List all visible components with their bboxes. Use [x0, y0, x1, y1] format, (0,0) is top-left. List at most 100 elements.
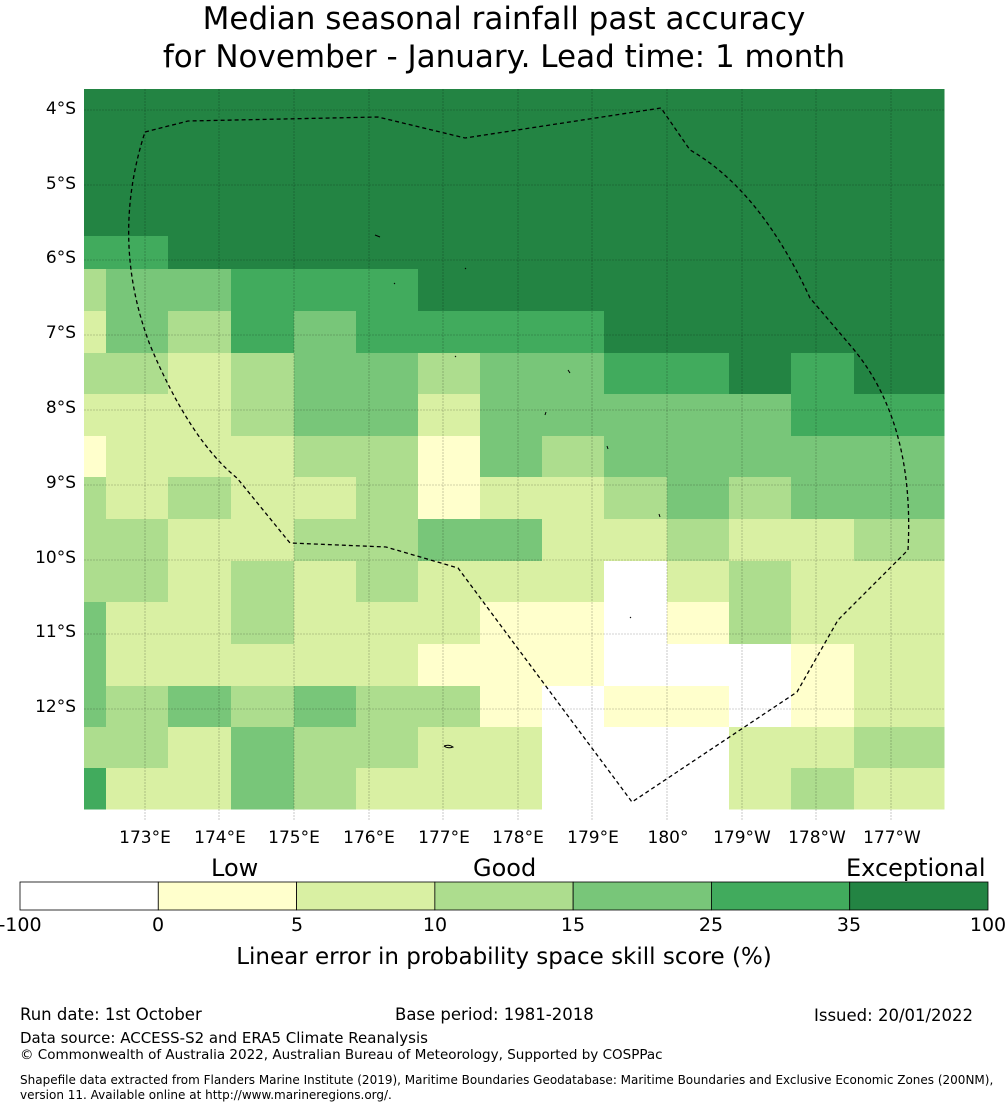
- grid-cell: [294, 394, 357, 437]
- grid-cell: [231, 768, 295, 810]
- lat-label: 10°S: [35, 548, 76, 568]
- grid-cell: [168, 727, 232, 769]
- colorbar-tick: 35: [836, 914, 862, 936]
- lon-label: 176°E: [343, 828, 395, 848]
- grid-cell: [356, 110, 419, 153]
- grid-cell: [418, 644, 481, 687]
- grid-cell: [729, 394, 792, 437]
- grid-cell: [418, 152, 481, 195]
- lon-label: 177°E: [418, 828, 470, 848]
- grid-cell: [542, 768, 605, 810]
- grid-cell: [168, 686, 232, 728]
- grid-cell: [168, 519, 232, 562]
- grid-cell: [231, 477, 295, 520]
- grid-cell: [84, 727, 107, 769]
- grid-cell: [84, 311, 107, 354]
- grid-cell: [106, 194, 169, 237]
- grid-cell: [480, 727, 543, 769]
- lon-label: 178°W: [788, 828, 846, 848]
- grid-cell: [84, 394, 107, 437]
- grid-cell: [480, 311, 543, 354]
- grid-cell: [418, 436, 481, 478]
- grid-cell: [231, 152, 295, 195]
- grid-cell: [168, 152, 232, 195]
- grid-cell: [542, 194, 605, 237]
- grid-cell: [854, 110, 945, 153]
- grid-cell: [418, 519, 481, 562]
- grid-cell: [791, 236, 855, 270]
- grid-cell: [168, 110, 232, 153]
- grid-cell: [729, 236, 792, 270]
- category-exceptional: Exceptional: [846, 854, 986, 882]
- lat-label: 5°S: [45, 174, 76, 194]
- grid-cell: [667, 644, 730, 687]
- grid-cell: [542, 89, 605, 111]
- grid-cell: [356, 727, 419, 769]
- grid-cell: [294, 110, 357, 153]
- grid-cell: [106, 644, 169, 687]
- grid-cell: [791, 89, 855, 111]
- grid-cell: [667, 152, 730, 195]
- colorbar-segment: [572, 881, 712, 911]
- colorbar-segment: [711, 881, 851, 911]
- grid-cell: [294, 436, 357, 478]
- lat-label: 4°S: [45, 99, 76, 119]
- grid-cell: [667, 269, 730, 312]
- grid-cell: [480, 89, 543, 111]
- grid-cell: [106, 311, 169, 354]
- grid-cell: [791, 477, 855, 520]
- grid-cell: [542, 561, 605, 603]
- grid-cell: [106, 110, 169, 153]
- grid-cell: [667, 768, 730, 810]
- colorbar-tick: 100: [969, 914, 1007, 936]
- grid-cell: [542, 477, 605, 520]
- grid-cell: [729, 436, 792, 478]
- colorbar: [19, 881, 989, 911]
- base-period: Base period: 1981-2018: [395, 1005, 594, 1024]
- grid-cell: [294, 194, 357, 237]
- island: [464, 267, 467, 270]
- grid-cell: [418, 89, 481, 111]
- grid-cell: [480, 269, 543, 312]
- grid-cell: [294, 644, 357, 687]
- grid-cell: [168, 311, 232, 354]
- island: [454, 355, 457, 358]
- grid-cell: [356, 89, 419, 111]
- grid-cell: [106, 519, 169, 562]
- grid-cell: [418, 236, 481, 270]
- grid-cell: [791, 311, 855, 354]
- grid-cell: [667, 311, 730, 354]
- grid-cell: [480, 686, 543, 728]
- grid-cell: [480, 152, 543, 195]
- shapefile-credit-line-2: version 11. Available online at http://w…: [20, 1088, 392, 1102]
- grid-cell: [480, 477, 543, 520]
- grid-cell: [356, 519, 419, 562]
- grid-cell: [168, 89, 232, 111]
- grid-cell: [356, 311, 419, 354]
- colorbar-segment: [849, 881, 989, 911]
- grid-cell: [418, 602, 481, 645]
- lon-label: 179°W: [713, 828, 771, 848]
- grid-cell: [168, 269, 232, 312]
- grid-cell: [854, 89, 945, 111]
- grid-cell: [604, 194, 668, 237]
- grid-cell: [667, 686, 730, 728]
- grid-cell: [168, 477, 232, 520]
- grid-cell: [356, 602, 419, 645]
- islands: [374, 234, 661, 749]
- grid-cell: [604, 561, 668, 603]
- colorbar-tick: 15: [560, 914, 586, 936]
- grid-cell: [542, 110, 605, 153]
- grid-cell: [854, 236, 945, 270]
- grid-cell: [418, 768, 481, 810]
- grid-cell: [231, 561, 295, 603]
- grid-cell: [667, 236, 730, 270]
- grid-cell: [729, 89, 792, 111]
- grid-cell: [854, 686, 945, 728]
- colorbar-tick: 25: [698, 914, 724, 936]
- shapefile-credit-line-1: Shapefile data extracted from Flanders M…: [20, 1073, 994, 1087]
- grid-cell: [356, 644, 419, 687]
- grid-cell: [231, 194, 295, 237]
- colorbar-segment: [434, 881, 574, 911]
- island: [606, 445, 609, 450]
